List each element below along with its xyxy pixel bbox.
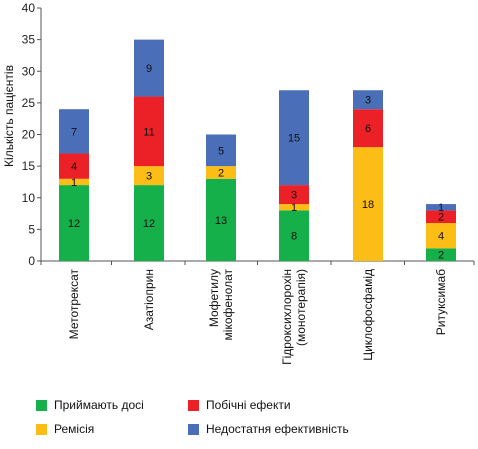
bar-value-label: 12 <box>143 218 155 230</box>
bar-value-label: 15 <box>288 133 300 145</box>
legend-swatch <box>188 423 199 435</box>
y-tick-label: 15 <box>22 159 36 173</box>
legend-item: Приймають досі <box>36 398 144 412</box>
bar-value-label: 2 <box>438 212 444 224</box>
bar-value-label: 11 <box>143 126 154 138</box>
legend-label: Недостатня ефективність <box>206 422 349 436</box>
bar-segment <box>206 166 236 179</box>
bar-segment <box>59 178 89 186</box>
bar-value-label: 1 <box>291 202 297 214</box>
bar-value-label: 7 <box>71 126 77 138</box>
bar-segment <box>134 39 164 97</box>
y-axis-label: Кількість пацієнтів <box>2 65 16 167</box>
legend-item: Побічні ефекти <box>188 398 291 412</box>
bar-segment <box>279 210 309 261</box>
bar-segment <box>353 109 383 148</box>
bar-segment <box>134 96 164 167</box>
bar-segment <box>426 248 456 261</box>
bar-segment <box>59 185 89 261</box>
legend-item: Недостатня ефективність <box>188 422 349 436</box>
bar-value-label: 2 <box>218 167 224 179</box>
bar-value-label: 8 <box>291 231 297 243</box>
bar-value-label: 3 <box>291 190 297 202</box>
legend-swatch <box>188 399 199 411</box>
x-category-label: мікофенолат <box>221 268 235 340</box>
y-tick-label: 25 <box>22 96 36 110</box>
x-category-label: Азатіоприн <box>142 269 156 330</box>
bar-segment <box>279 204 309 211</box>
y-tick-label: 0 <box>28 254 35 268</box>
x-category-label: Гідроксихлорохін <box>280 269 294 365</box>
x-category-label: (монотерапія) <box>294 269 308 346</box>
bar-value-label: 3 <box>146 171 152 183</box>
bar-segment <box>134 185 164 261</box>
bar-segment <box>59 153 89 179</box>
y-tick-label: 20 <box>22 128 36 142</box>
bar-value-label: 4 <box>71 161 77 173</box>
bar-segment <box>279 185 309 205</box>
bar-segment <box>353 90 383 110</box>
legend-swatch <box>36 423 47 435</box>
bar-segment <box>426 210 456 224</box>
x-category-label: Ритуксимаб <box>434 269 448 335</box>
bar-value-label: 1 <box>71 177 77 189</box>
legend-label: Приймають досі <box>54 398 144 412</box>
y-tick-label: 30 <box>22 64 36 78</box>
bar-value-label: 6 <box>365 123 371 135</box>
bar-value-label: 5 <box>218 145 224 157</box>
bar-segment <box>426 223 456 249</box>
x-category-label: Мофетилу <box>207 269 221 327</box>
y-tick-label: 10 <box>22 191 36 205</box>
bar-value-label: 18 <box>362 199 374 211</box>
x-category-label: Циклофосфамід <box>361 269 375 361</box>
legend-label: Ремісія <box>54 422 95 436</box>
y-tick-label: 40 <box>22 1 36 15</box>
chart-bars <box>59 39 456 261</box>
bar-value-label: 12 <box>68 218 80 230</box>
legend-swatch <box>36 399 47 411</box>
bar-segment <box>353 147 383 261</box>
bar-value-label: 3 <box>365 95 371 107</box>
bar-segment <box>426 204 456 211</box>
bar-value-label: 9 <box>146 63 152 75</box>
bar-segment <box>134 166 164 186</box>
x-category-label: Метотрексат <box>67 268 81 339</box>
chart-legend: Приймають досі Ремісія Побічні ефекти Недос… <box>36 394 476 444</box>
bar-value-label: 4 <box>438 231 444 243</box>
legend-item: Ремісія <box>36 422 94 436</box>
bar-value-label: 1 <box>438 202 444 214</box>
bar-segment <box>59 109 89 154</box>
bar-segment <box>279 90 309 186</box>
bar-segment <box>206 178 236 261</box>
bar-segment <box>206 134 236 167</box>
bar-value-label: 2 <box>438 250 444 262</box>
legend-label: Побічні ефекти <box>206 398 291 412</box>
bar-value-label: 13 <box>215 215 227 227</box>
y-tick-label: 35 <box>22 33 36 47</box>
y-tick-label: 5 <box>28 222 35 236</box>
